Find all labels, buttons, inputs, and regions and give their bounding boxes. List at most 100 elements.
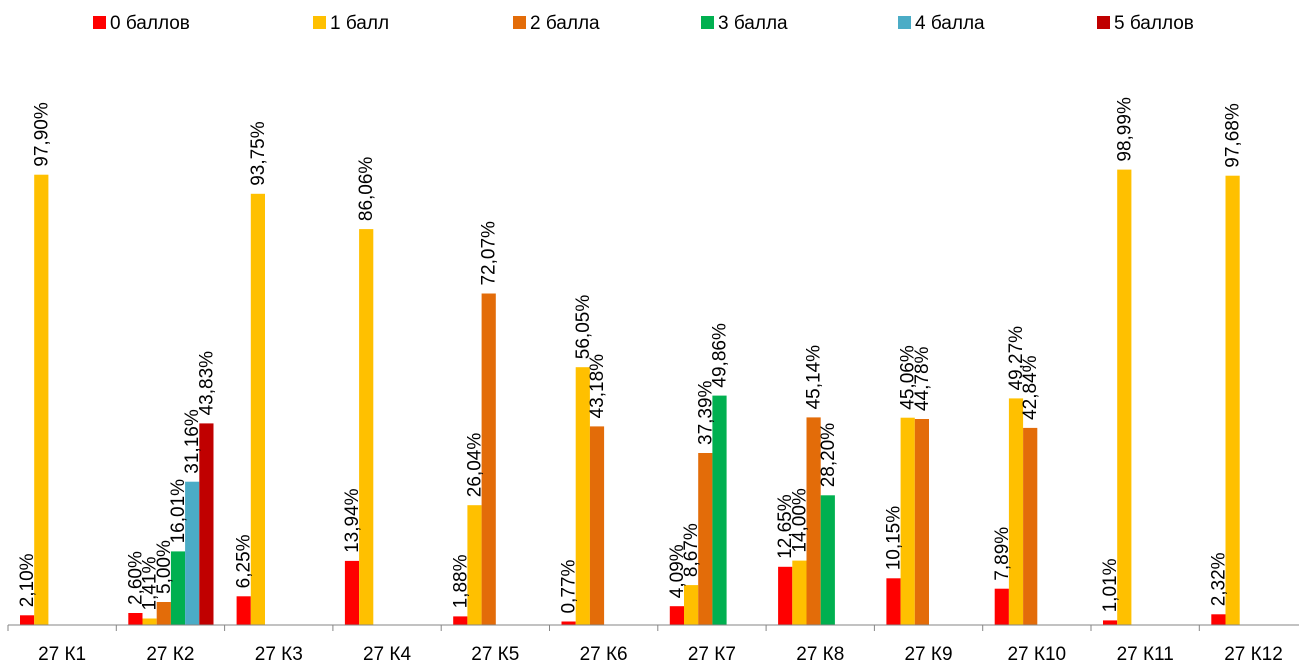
legend-label-1: 1 балл — [330, 13, 389, 34]
bar — [170, 551, 186, 625]
data-label: 1,01% — [1100, 558, 1121, 612]
bar — [589, 426, 605, 625]
bar — [806, 417, 821, 625]
data-label: 49,27% — [1006, 326, 1027, 391]
bar — [994, 588, 1009, 625]
legend-label-4: 4 балла — [915, 13, 985, 34]
bar — [1023, 427, 1038, 625]
data-label: 2,32% — [1208, 552, 1229, 606]
data-label: 45,14% — [804, 345, 825, 410]
data-label: 86,06% — [356, 157, 377, 222]
bar — [34, 174, 49, 625]
bar — [199, 423, 214, 625]
data-label: 72,07% — [479, 221, 500, 286]
x-tick-label: 27 К2 — [146, 644, 194, 665]
bar — [128, 613, 143, 625]
data-label: 16,01% — [168, 479, 189, 544]
legend-swatch-5 — [1097, 16, 1110, 29]
bar — [185, 481, 200, 625]
bar — [467, 505, 482, 625]
bar — [20, 615, 35, 625]
data-label: 12,65% — [775, 494, 796, 559]
legend-swatch-2 — [513, 16, 526, 29]
x-tick-label: 27 К8 — [796, 644, 844, 665]
legend-label-5: 5 баллов — [1114, 13, 1194, 34]
bar — [778, 566, 793, 625]
bar — [900, 417, 915, 625]
data-label: 97,68% — [1223, 103, 1244, 168]
data-label: 5,00% — [154, 540, 175, 594]
data-label: 2,60% — [125, 551, 146, 605]
data-label: 4,09% — [667, 544, 688, 598]
bar — [914, 419, 929, 625]
bar — [344, 560, 360, 625]
legend-label-0: 0 баллов — [110, 13, 190, 34]
x-tick-label: 27 К5 — [471, 644, 519, 665]
legend-swatch-3 — [701, 16, 714, 29]
data-label: 2,10% — [17, 553, 38, 607]
chart-legend: 0 баллов 1 балл 2 балла 3 балла 4 балла 5 бал… — [93, 13, 1194, 34]
data-labels: 2,10%97,90%2,60%1,41%5,00%16,01%31,16%43… — [17, 97, 1244, 614]
data-label: 6,25% — [234, 534, 255, 588]
data-label: 14,00% — [789, 488, 810, 553]
x-tick-label: 27 К3 — [255, 644, 303, 665]
x-tick-label: 27 К9 — [904, 644, 952, 665]
bar — [698, 453, 713, 625]
bar — [359, 229, 374, 625]
bar — [575, 367, 590, 625]
legend-label-3: 3 балла — [718, 13, 788, 34]
chart-bars — [20, 169, 1240, 626]
data-label: 0,77% — [559, 560, 580, 614]
data-label: 8,67% — [681, 523, 702, 577]
data-label: 49,86% — [710, 323, 731, 388]
x-tick-label: 27 К11 — [1117, 644, 1174, 665]
data-label: 43,83% — [196, 351, 217, 416]
bar — [669, 606, 684, 625]
bar — [250, 193, 265, 626]
bar — [453, 616, 468, 625]
data-label: 1,88% — [450, 554, 471, 608]
data-label: 7,89% — [992, 527, 1013, 581]
data-label: 98,99% — [1114, 97, 1135, 162]
x-tick-label: 27 К12 — [1224, 644, 1283, 665]
data-label: 13,94% — [342, 488, 363, 553]
bar — [792, 560, 807, 625]
bar — [1117, 169, 1132, 625]
bar — [1008, 398, 1024, 625]
x-tick-label: 27 К4 — [363, 644, 411, 665]
bar — [481, 293, 496, 625]
bar — [142, 618, 157, 625]
data-label: 31,16% — [182, 409, 203, 474]
data-label: 43,18% — [587, 354, 608, 419]
data-label: 97,90% — [31, 102, 52, 167]
x-tick-label: 27 К6 — [580, 644, 628, 665]
x-axis: 27 К1 27 К2 27 К3 27 К4 27 К5 27 К6 27 К7 27 К8… — [7, 624, 1299, 665]
bar — [561, 621, 576, 625]
data-label: 56,05% — [573, 295, 594, 360]
legend-swatch-0 — [93, 16, 106, 29]
legend-swatch-4 — [898, 16, 911, 29]
x-tick-label: 27 К10 — [1007, 644, 1066, 665]
data-label: 93,75% — [248, 121, 269, 186]
data-label: 1,41% — [140, 557, 161, 611]
bar — [1225, 175, 1240, 625]
bar — [712, 395, 727, 625]
data-label: 37,39% — [695, 380, 716, 445]
bar — [236, 596, 251, 625]
bar — [1103, 620, 1118, 625]
data-label: 44,78% — [912, 346, 933, 411]
data-label: 28,20% — [818, 423, 839, 488]
x-tick-label: 27 К7 — [688, 644, 736, 665]
bar — [684, 585, 699, 625]
data-label: 26,04% — [465, 433, 486, 498]
bar — [156, 602, 171, 625]
x-tick-label: 27 К1 — [38, 644, 86, 665]
data-label: 42,84% — [1020, 355, 1041, 420]
bar — [820, 495, 835, 625]
data-label: 10,15% — [884, 506, 905, 571]
data-label: 45,06% — [898, 345, 919, 410]
bar — [886, 578, 901, 625]
bar — [1211, 614, 1226, 625]
legend-swatch-1 — [313, 16, 326, 29]
